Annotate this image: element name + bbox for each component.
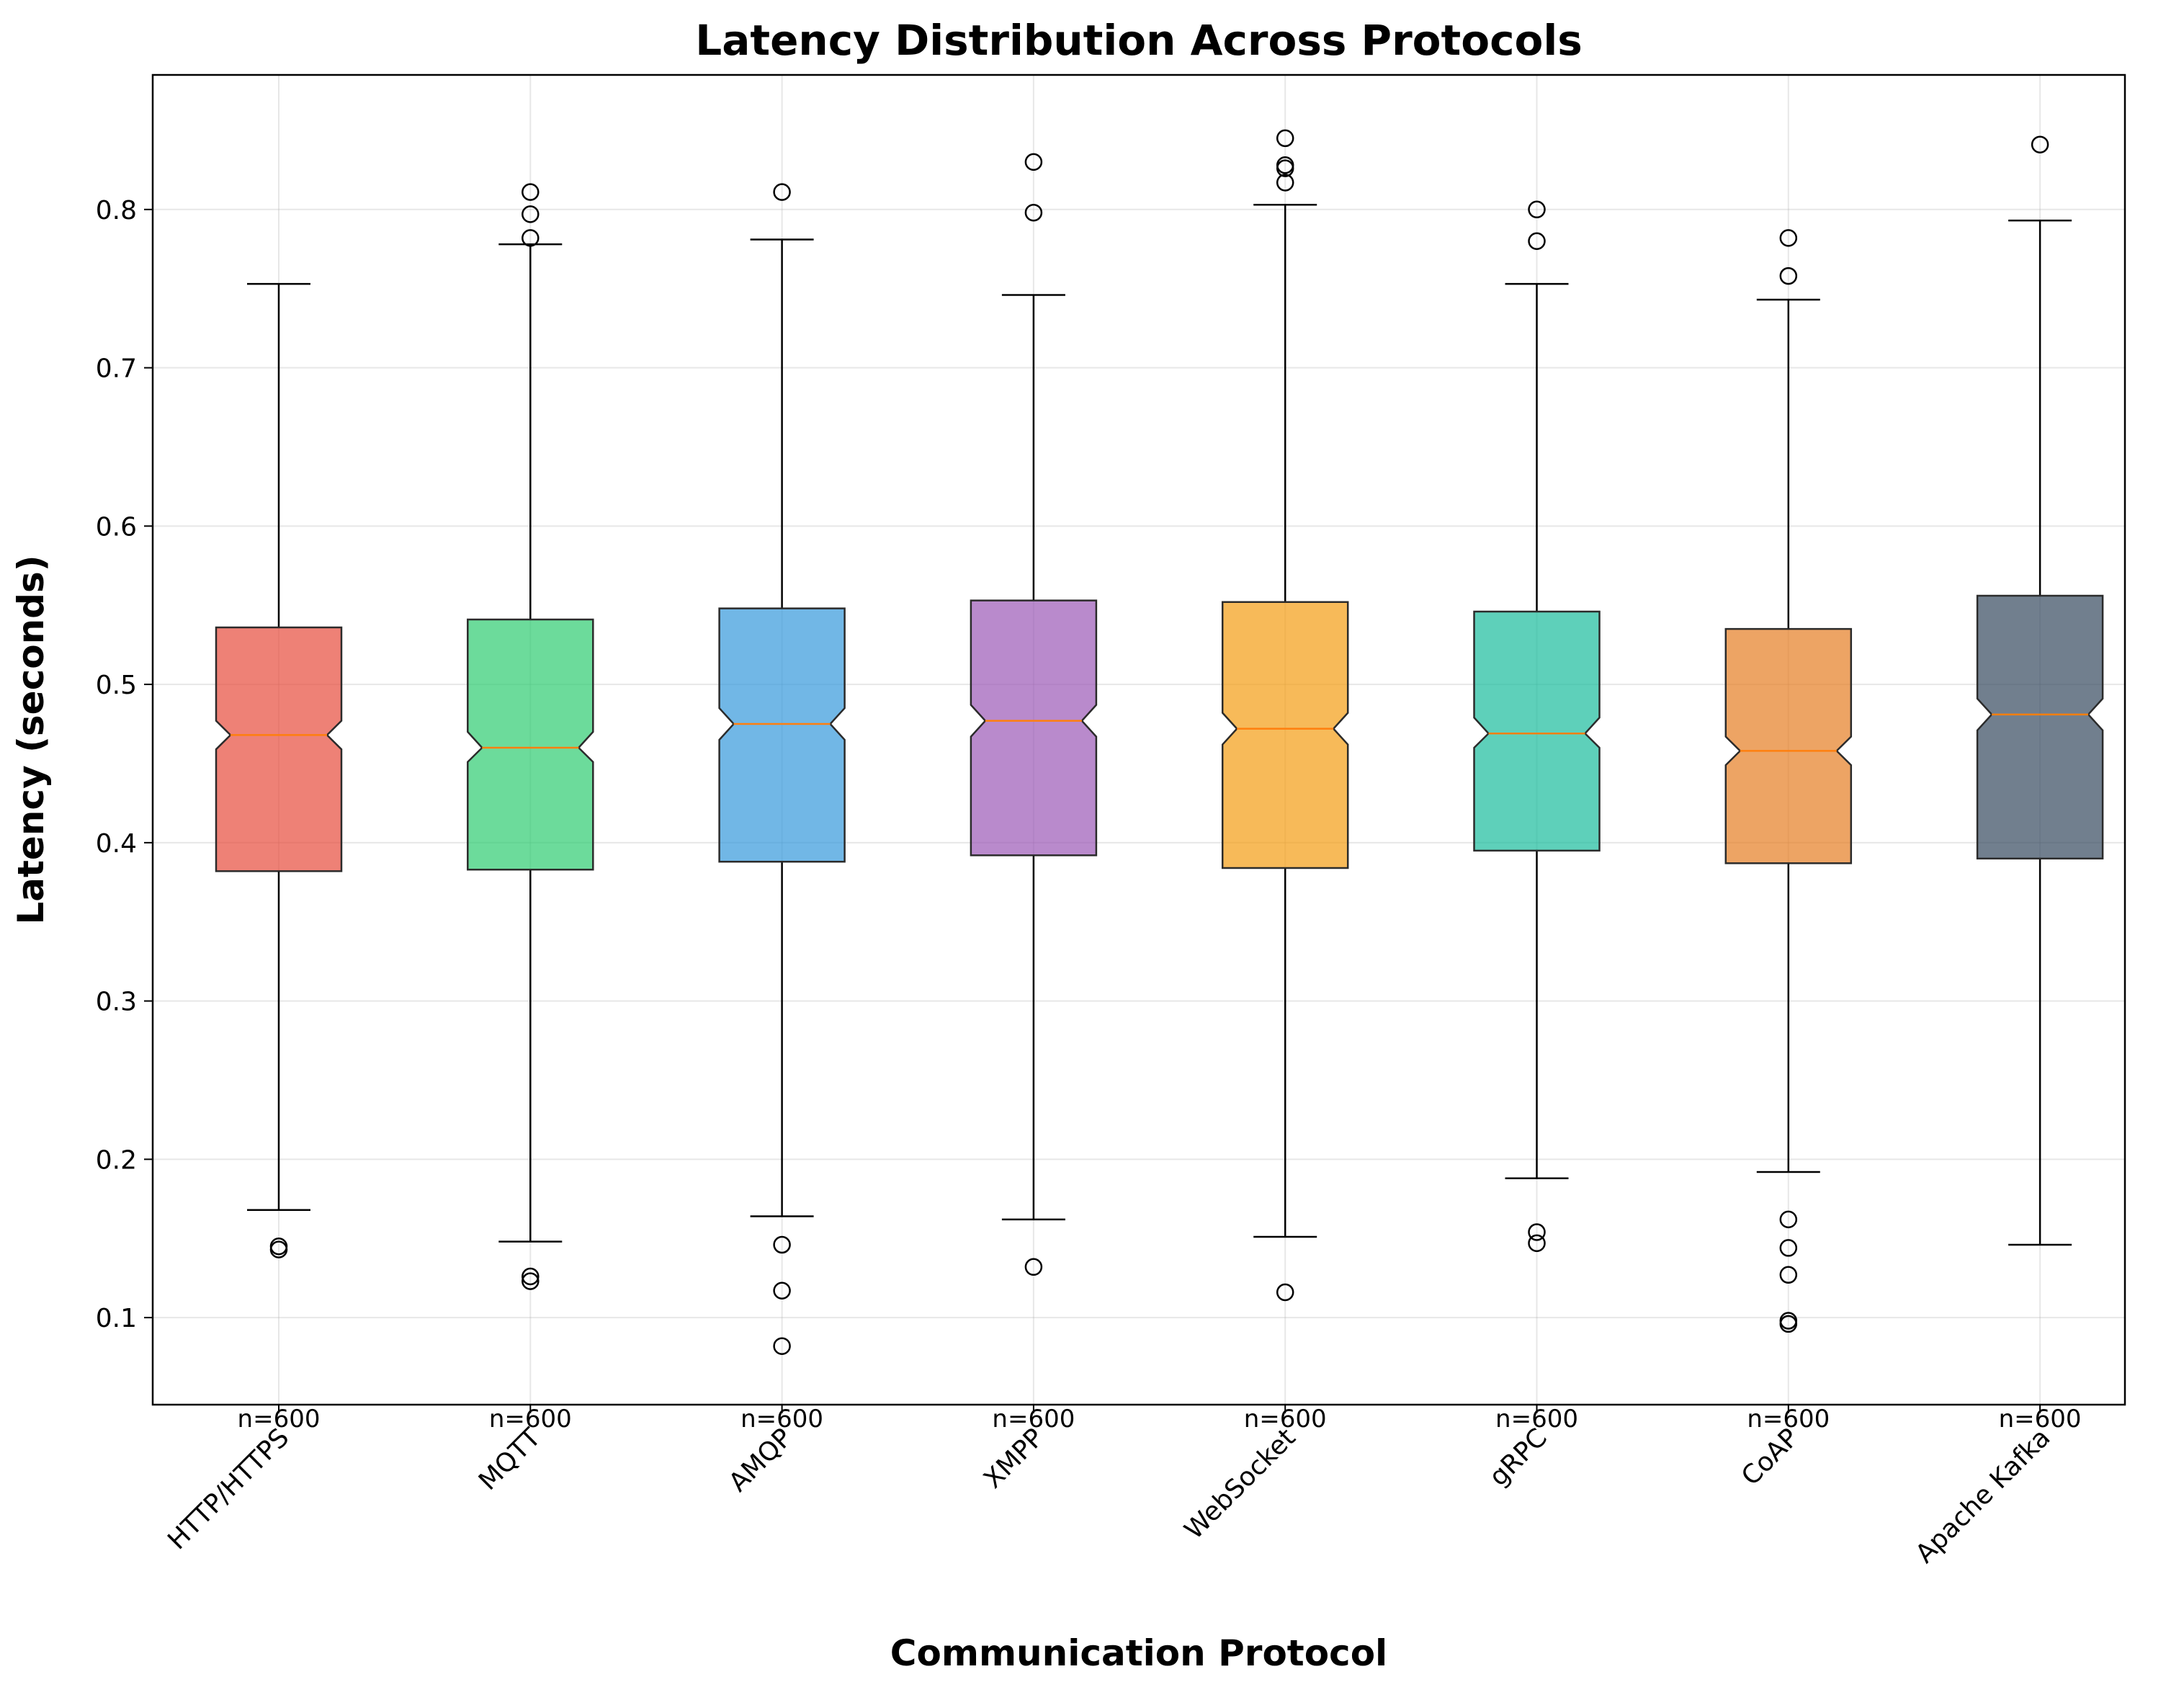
x-axis-title: Communication Protocol bbox=[890, 1632, 1387, 1674]
sample-size-label: n=600 bbox=[1999, 1405, 2082, 1433]
box-coap bbox=[1724, 229, 1853, 1333]
outlier-point bbox=[1528, 1223, 1546, 1241]
outlier-point bbox=[1528, 232, 1546, 250]
outlier-point bbox=[522, 1267, 540, 1286]
outlier-point bbox=[522, 1272, 540, 1290]
chart-title: Latency Distribution Across Protocols bbox=[695, 16, 1582, 65]
box-amqp bbox=[718, 183, 846, 1355]
outlier-point bbox=[522, 205, 540, 223]
box-http-https bbox=[215, 282, 343, 1258]
outlier-point bbox=[773, 1281, 791, 1300]
box-series bbox=[215, 129, 2104, 1355]
sample-size-label: n=600 bbox=[740, 1405, 823, 1433]
notched-box bbox=[718, 607, 846, 863]
outlier-point bbox=[1779, 1315, 1798, 1333]
outlier-point bbox=[1024, 1258, 1043, 1276]
notched-box bbox=[1221, 601, 1349, 869]
notched-box bbox=[1473, 610, 1601, 852]
y-tick-label: 0.5 bbox=[96, 671, 137, 700]
outlier-point bbox=[1779, 1266, 1798, 1284]
box-apache-kafka bbox=[1976, 135, 2104, 1246]
outlier-point bbox=[773, 1235, 791, 1254]
outlier-point bbox=[1024, 203, 1043, 222]
notched-box bbox=[215, 626, 343, 872]
y-tick-label: 0.4 bbox=[96, 829, 137, 859]
outlier-point bbox=[1528, 200, 1546, 219]
outlier-point bbox=[1276, 156, 1294, 174]
outlier-point bbox=[522, 183, 540, 201]
y-tick-label: 0.2 bbox=[96, 1145, 137, 1175]
y-tick-label: 0.7 bbox=[96, 354, 137, 384]
outlier-point bbox=[1779, 1239, 1798, 1257]
box-grpc bbox=[1473, 200, 1601, 1253]
y-tick-label: 0.3 bbox=[96, 988, 137, 1017]
outlier-point bbox=[1024, 153, 1043, 171]
sample-size-label: n=600 bbox=[1495, 1405, 1578, 1433]
outlier-point bbox=[1276, 174, 1294, 192]
outlier-point bbox=[1779, 267, 1798, 285]
notched-box bbox=[970, 599, 1098, 856]
outlier-point bbox=[2031, 135, 2049, 153]
box-websocket bbox=[1221, 129, 1349, 1302]
box-mqtt bbox=[467, 183, 594, 1290]
y-tick-label: 0.8 bbox=[96, 196, 137, 225]
notched-box bbox=[467, 618, 594, 871]
outlier-point bbox=[1276, 129, 1294, 148]
y-tick-label: 0.6 bbox=[96, 512, 137, 542]
outlier-point bbox=[1779, 1210, 1798, 1229]
outlier-point bbox=[1528, 1234, 1546, 1253]
plot-area-frame bbox=[151, 73, 2126, 1406]
outlier-point bbox=[773, 183, 791, 201]
sample-size-label: n=600 bbox=[489, 1405, 572, 1433]
sample-size-label: n=600 bbox=[238, 1405, 321, 1433]
outlier-point bbox=[269, 1240, 288, 1258]
y-axis-ticks: 0.1 0.2 0.3 0.4 0.5 0.6 0.7 0.8 bbox=[96, 196, 153, 1333]
outlier-point bbox=[1276, 1283, 1294, 1302]
notched-box bbox=[1724, 627, 1853, 864]
outlier-point bbox=[773, 1337, 791, 1355]
sample-size-labels: n=600 n=600 n=600 n=600 n=600 n=600 n=600 n=600 bbox=[238, 1405, 2082, 1433]
sample-size-label: n=600 bbox=[1244, 1405, 1327, 1433]
outlier-point bbox=[522, 229, 540, 247]
box-xmpp bbox=[970, 153, 1098, 1276]
sample-size-label: n=600 bbox=[992, 1405, 1075, 1433]
y-tick-label: 0.1 bbox=[96, 1304, 137, 1333]
notched-box bbox=[1976, 594, 2104, 860]
sample-size-label: n=600 bbox=[1747, 1405, 1830, 1433]
outlier-point bbox=[1779, 229, 1798, 247]
y-axis-title: Latency (seconds) bbox=[10, 555, 52, 924]
